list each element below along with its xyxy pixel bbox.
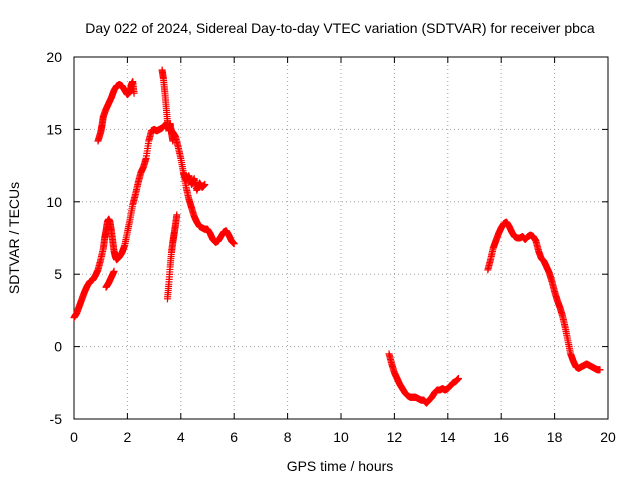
- x-tick-label: 8: [284, 429, 292, 445]
- data-point: [454, 374, 462, 382]
- y-tick-label: 15: [46, 121, 62, 137]
- x-axis-label: GPS time / hours: [287, 458, 394, 474]
- data-point: [110, 267, 118, 275]
- data-points: [70, 66, 604, 407]
- x-tick-label: 14: [440, 429, 456, 445]
- y-tick-label: -5: [50, 411, 63, 427]
- grid-layer: [74, 57, 608, 419]
- y-axis-label: SDTVAR / TECUs: [6, 182, 22, 294]
- y-tick-label: 10: [46, 194, 62, 210]
- x-tick-label: 12: [387, 429, 403, 445]
- x-tick-label: 20: [600, 429, 616, 445]
- x-tick-label: 0: [70, 429, 78, 445]
- data-point: [201, 180, 209, 188]
- data-point: [169, 137, 177, 145]
- y-tick-label: 20: [46, 49, 62, 65]
- data-point: [130, 89, 138, 97]
- x-tick-label: 2: [124, 429, 132, 445]
- data-point: [173, 211, 181, 219]
- x-tick-label: 4: [177, 429, 185, 445]
- x-tick-label: 18: [547, 429, 563, 445]
- y-tick-label: 0: [54, 339, 62, 355]
- y-tick-label: 5: [54, 266, 62, 282]
- chart-title: Day 022 of 2024, Sidereal Day-to-day VTE…: [85, 20, 595, 36]
- axis-layer: 0 2 4 6 8 10 12 14 16 18 20 -5 0 5 10 15 20: [46, 49, 616, 445]
- x-tick-label: 10: [333, 429, 349, 445]
- x-tick-label: 6: [230, 429, 238, 445]
- data-point: [596, 366, 604, 374]
- data-point: [230, 240, 238, 248]
- x-tick-label: 16: [493, 429, 509, 445]
